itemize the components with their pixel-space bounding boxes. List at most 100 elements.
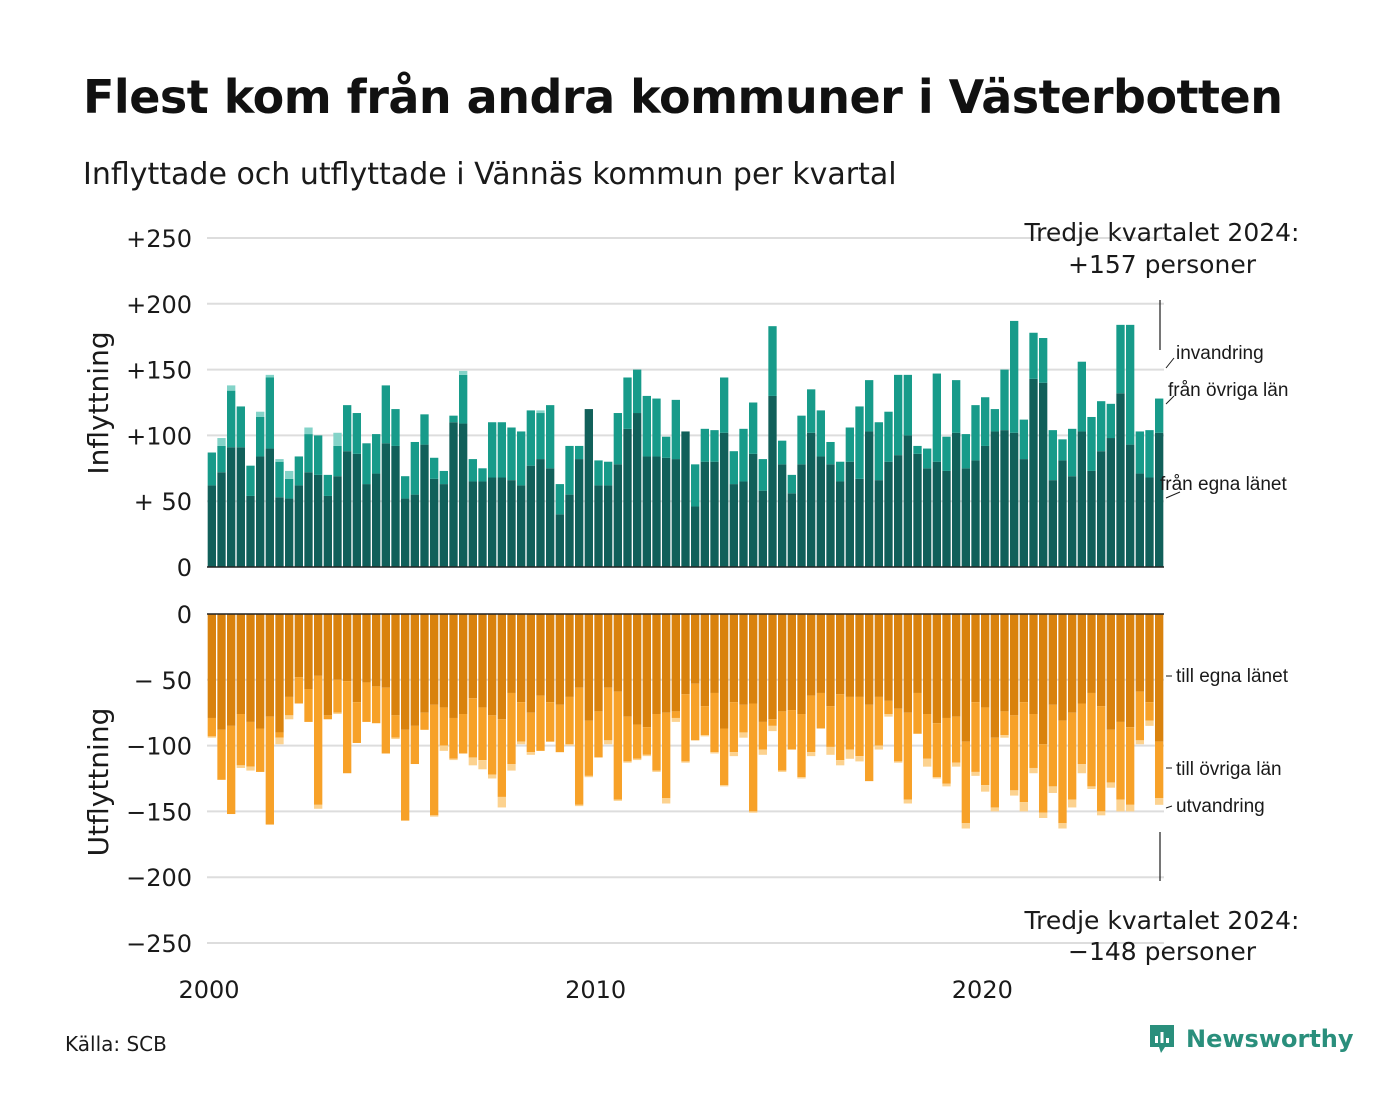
bar-out-segment xyxy=(865,614,874,705)
bar-out-segment xyxy=(642,727,651,755)
bar-in-segment xyxy=(604,485,613,567)
bar-in-segment xyxy=(710,430,719,462)
bar-in-segment xyxy=(565,494,574,567)
bar-in-segment xyxy=(265,377,274,449)
bar-out-segment xyxy=(575,804,584,807)
bar-out-segment xyxy=(227,614,236,726)
bar-out-segment xyxy=(874,614,883,697)
bar-out-segment xyxy=(942,717,951,784)
bar-out-segment xyxy=(1145,614,1154,703)
source-note: Källa: SCB xyxy=(65,1032,167,1056)
bar-in-segment xyxy=(555,514,564,567)
bar-out-segment xyxy=(575,614,584,688)
bar-in-segment xyxy=(594,485,603,567)
bar-out-segment xyxy=(700,706,709,736)
bar-out-segment xyxy=(285,715,294,720)
bar-in-segment xyxy=(372,473,381,567)
bar-in-segment xyxy=(633,413,642,567)
bar-in-segment xyxy=(691,464,700,507)
bar-out-segment xyxy=(729,702,738,753)
bar-out-segment xyxy=(565,614,574,697)
bar-out-segment xyxy=(246,766,255,771)
bar-in-segment xyxy=(720,432,729,567)
bar-out-segment xyxy=(671,717,680,722)
bar-out-segment xyxy=(758,749,767,755)
bar-out-segment xyxy=(314,675,323,805)
bar-in-segment xyxy=(449,415,458,423)
bar-out-segment xyxy=(430,614,439,705)
y-tick-label-out: − 50 xyxy=(134,667,192,695)
bar-in-segment xyxy=(942,470,951,567)
bar-in-segment xyxy=(294,485,303,567)
bar-out-segment xyxy=(1116,721,1125,800)
bar-in-segment xyxy=(797,415,806,465)
bar-out-segment xyxy=(884,614,893,701)
bar-in-segment xyxy=(207,452,216,486)
bar-out-segment xyxy=(981,785,990,792)
bar-in-segment xyxy=(623,377,632,429)
bar-in-segment xyxy=(430,457,439,479)
bar-out-segment xyxy=(294,677,303,704)
bar-out-segment xyxy=(507,692,516,765)
bar-in-segment xyxy=(778,440,787,465)
bar-in-segment xyxy=(700,461,709,567)
bar-out-segment xyxy=(420,712,429,730)
legend-label-fran-egna-lanet: från egna länet xyxy=(1160,474,1287,495)
bar-out-segment xyxy=(1019,702,1028,803)
bar-out-segment xyxy=(642,754,651,757)
bar-out-segment xyxy=(971,614,980,703)
bar-out-segment xyxy=(749,614,758,704)
bar-out-segment xyxy=(478,760,487,770)
bar-out-segment xyxy=(1106,614,1115,730)
chart-title: Flest kom från andra kommuner i Västerbo… xyxy=(83,70,1283,124)
bar-out-segment xyxy=(1087,692,1096,787)
bar-in-segment xyxy=(923,448,932,469)
bar-in-segment xyxy=(633,369,642,414)
bar-out-segment xyxy=(343,681,352,774)
bar-out-segment xyxy=(836,694,845,761)
bar-in-segment xyxy=(381,385,390,444)
bar-out-segment xyxy=(758,721,767,750)
bar-out-segment xyxy=(256,728,265,772)
bar-out-segment xyxy=(623,614,632,717)
bar-out-segment xyxy=(439,614,448,708)
bar-in-segment xyxy=(236,447,245,567)
bar-in-segment xyxy=(217,472,226,567)
bar-out-segment xyxy=(768,614,777,720)
bar-out-segment xyxy=(526,712,535,753)
bar-out-segment xyxy=(1145,702,1154,721)
bar-out-segment xyxy=(246,721,255,767)
bar-in-segment xyxy=(1029,332,1038,379)
bar-in-segment xyxy=(623,428,632,567)
bar-out-segment xyxy=(1077,614,1086,704)
bar-out-segment xyxy=(836,760,845,766)
bar-in-segment xyxy=(932,461,941,567)
bar-out-segment xyxy=(681,761,690,763)
bar-out-segment xyxy=(807,614,816,696)
bar-out-segment xyxy=(1019,614,1028,703)
brand-logo[interactable]: Newsworthy xyxy=(1148,1023,1354,1055)
bar-out-segment xyxy=(961,614,970,742)
bar-out-segment xyxy=(236,614,245,715)
bar-in-segment xyxy=(1068,476,1077,567)
bar-in-segment xyxy=(246,495,255,567)
bar-in-segment xyxy=(217,445,226,473)
bar-in-segment xyxy=(613,413,622,465)
bar-out-segment xyxy=(894,614,903,709)
y-tick-label-in: +250 xyxy=(126,225,192,253)
bar-out-segment xyxy=(1087,614,1096,693)
bar-in-segment xyxy=(343,451,352,567)
bar-out-segment xyxy=(517,702,526,742)
bar-out-segment xyxy=(207,736,216,738)
bar-out-segment xyxy=(1077,764,1086,774)
bar-out-segment xyxy=(381,687,390,754)
bar-out-segment xyxy=(787,710,796,750)
bar-out-segment xyxy=(449,614,458,718)
bar-out-segment xyxy=(333,679,342,713)
bar-in-segment xyxy=(990,409,999,432)
bar-out-segment xyxy=(613,799,622,801)
bar-out-segment xyxy=(391,715,400,738)
bar-out-segment xyxy=(826,614,835,707)
bar-in-segment xyxy=(246,465,255,496)
bar-out-segment xyxy=(971,702,980,772)
